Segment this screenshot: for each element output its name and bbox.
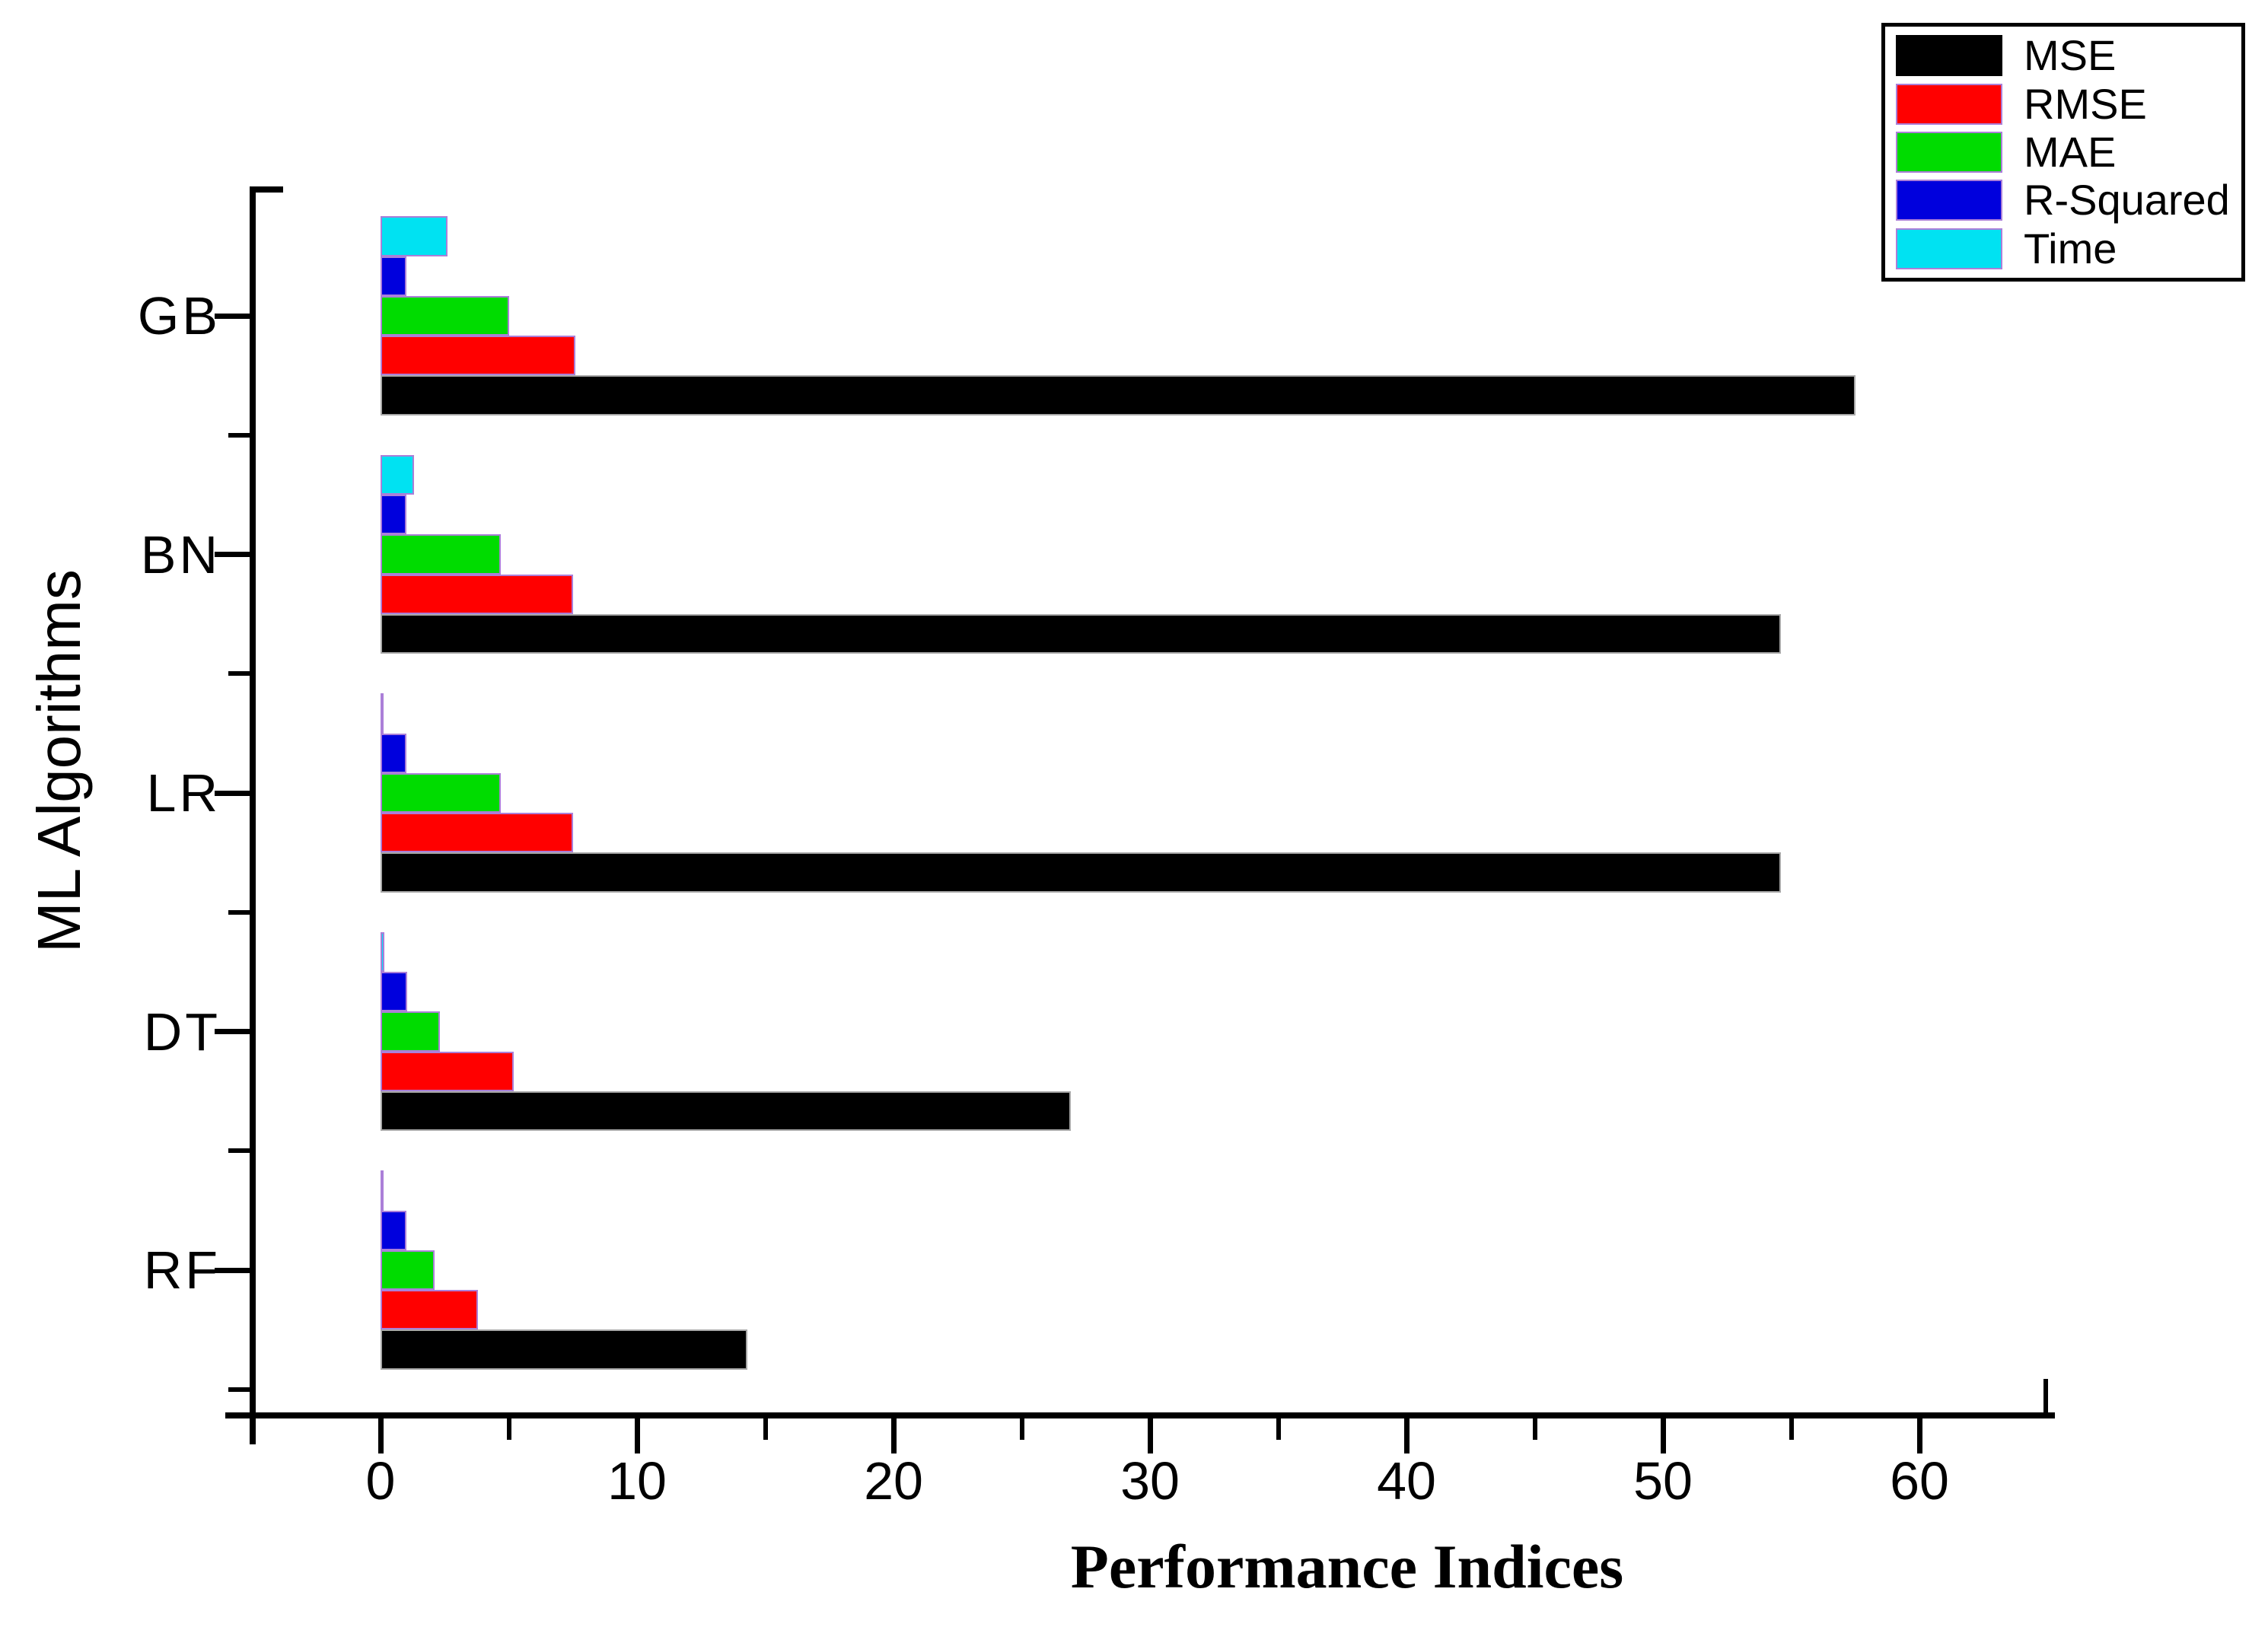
x-minor-tick-35: [1276, 1418, 1281, 1440]
legend-item-time: Time: [1896, 227, 2241, 271]
x-tick-label-50: 50: [1633, 1451, 1693, 1511]
x-major-tick-40: [1403, 1418, 1410, 1453]
y-minor-tick-2: [228, 909, 250, 915]
x-minor-tick-15: [763, 1418, 768, 1440]
bar-LR-MSE: [381, 852, 1782, 893]
x-minor-tick-45: [1532, 1418, 1537, 1440]
legend-label-mae: MAE: [2024, 127, 2117, 176]
legend-label-r-squared: R-Squared: [2024, 176, 2230, 224]
y-tick-label-RF: RF: [143, 1240, 221, 1300]
legend-swatch-mse: [1896, 35, 2002, 77]
legend-swatch-mae: [1896, 131, 2002, 173]
y-major-tick-LR: [215, 790, 250, 796]
bar-BN-R-Squared: [381, 495, 406, 535]
x-major-tick-0: [377, 1418, 384, 1453]
bar-RF-R-Squared: [381, 1210, 406, 1250]
x-tick-label-40: 40: [1377, 1451, 1436, 1511]
y-tick-label-GB: GB: [137, 286, 221, 345]
x-major-tick-30: [1147, 1418, 1153, 1453]
x-tick-label-30: 30: [1120, 1451, 1180, 1511]
x-minor-tick--5: [250, 1418, 255, 1440]
x-minor-tick-5: [506, 1418, 511, 1440]
x-tick-label-20: 20: [864, 1451, 923, 1511]
legend-label-mse: MSE: [2024, 31, 2117, 80]
bar-LR-MAE: [381, 772, 502, 814]
bar-GB-Time: [381, 216, 448, 256]
bar-DT-R-Squared: [381, 972, 408, 1012]
legend-swatch-time: [1896, 228, 2002, 269]
bar-RF-RMSE: [381, 1290, 479, 1330]
legend: MSE RMSE MAE R-Squared Time: [1881, 23, 2245, 282]
bar-GB-RMSE: [381, 336, 576, 376]
bar-GB-MAE: [381, 295, 509, 336]
x-major-tick-50: [1660, 1418, 1666, 1453]
legend-swatch-rmse: [1896, 83, 2002, 125]
legend-item-r-squared: R-Squared: [1896, 178, 2241, 222]
x-tick-label-10: 10: [607, 1451, 667, 1511]
legend-label-time: Time: [2024, 224, 2117, 272]
y-minor-tick-4: [228, 1387, 250, 1392]
bar-BN-RMSE: [381, 574, 573, 614]
y-axis-title: ML Algorithms: [25, 569, 93, 953]
x-major-tick-60: [1916, 1418, 1922, 1453]
x-tick-label-0: 0: [365, 1451, 396, 1511]
x-minor-tick-55: [1789, 1418, 1794, 1440]
y-tick-label-BN: BN: [140, 524, 221, 584]
bar-GB-R-Squared: [381, 256, 406, 296]
bar-DT-RMSE: [381, 1051, 514, 1091]
y-axis-top-cap: [250, 186, 283, 193]
y-minor-tick-3: [228, 1148, 250, 1154]
bar-LR-R-Squared: [381, 733, 406, 773]
y-axis-line: [250, 186, 256, 1444]
bar-BN-Time: [381, 454, 414, 495]
y-tick-label-DT: DT: [143, 1001, 221, 1062]
x-axis-title: Performance Indices: [1070, 1532, 1624, 1601]
y-major-tick-GB: [215, 313, 250, 319]
bar-RF-MSE: [381, 1329, 747, 1370]
y-major-tick-DT: [215, 1029, 250, 1034]
bar-GB-MSE: [381, 375, 1855, 416]
bar-DT-Time: [381, 931, 385, 973]
bar-DT-MAE: [381, 1011, 440, 1052]
y-minor-tick-0: [228, 432, 250, 438]
legend-swatch-r-squared: [1896, 180, 2002, 221]
legend-label-rmse: RMSE: [2024, 79, 2147, 128]
x-minor-tick-25: [1019, 1418, 1024, 1440]
x-tick-label-60: 60: [1890, 1451, 1949, 1511]
y-minor-tick-1: [228, 671, 250, 677]
legend-item-mse: MSE: [1896, 33, 2241, 78]
bar-RF-MAE: [381, 1250, 435, 1291]
x-axis-line: [225, 1412, 2055, 1418]
y-major-tick-RF: [215, 1267, 250, 1273]
bar-BN-MSE: [381, 613, 1782, 654]
bar-RF-Time: [381, 1170, 384, 1211]
x-axis-end-cap: [2043, 1379, 2048, 1412]
x-major-tick-10: [634, 1418, 640, 1453]
bar-DT-MSE: [381, 1091, 1071, 1132]
bar-BN-MAE: [381, 534, 502, 575]
bar-LR-Time: [381, 693, 384, 734]
y-major-tick-BN: [215, 552, 250, 557]
x-major-tick-20: [890, 1418, 897, 1453]
legend-item-mae: MAE: [1896, 130, 2241, 174]
y-tick-label-LR: LR: [146, 763, 221, 823]
bar-LR-RMSE: [381, 813, 573, 853]
legend-item-rmse: RMSE: [1896, 82, 2241, 126]
